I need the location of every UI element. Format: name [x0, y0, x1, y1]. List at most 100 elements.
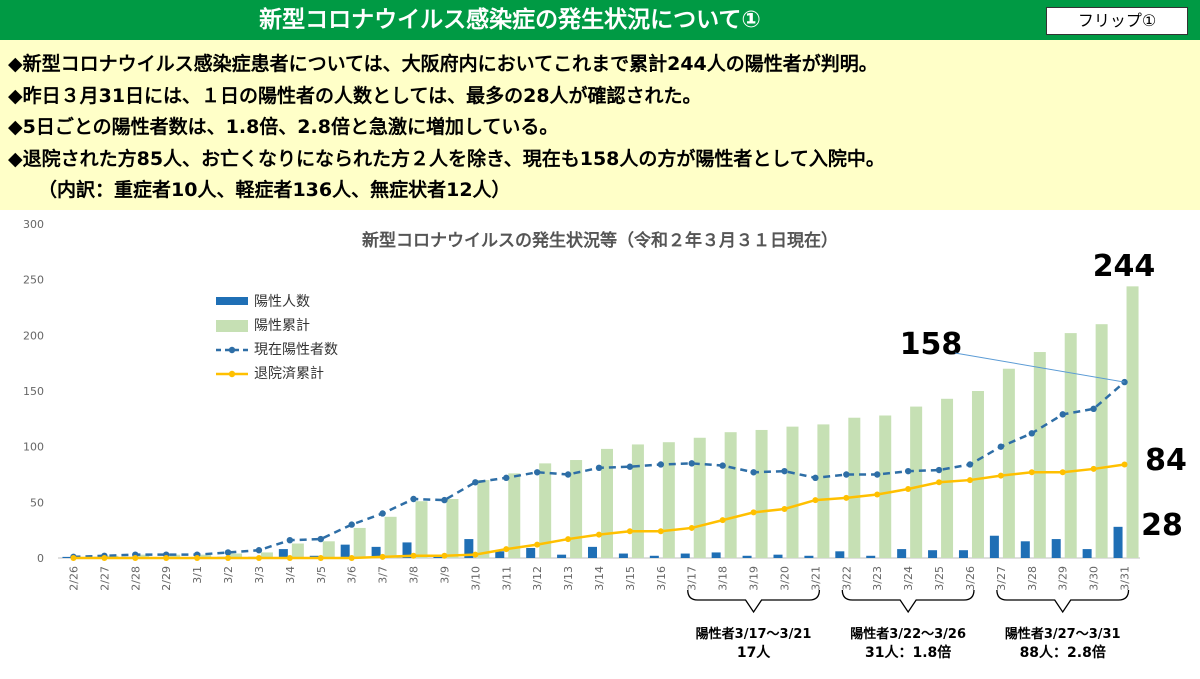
discharged-point — [626, 528, 633, 535]
discharged-point — [503, 546, 510, 553]
current-value-label: 158 — [900, 327, 963, 362]
page-title: 新型コロナウイルス感染症の発生状況について① — [259, 7, 761, 33]
cumulative-bar — [755, 429, 768, 558]
discharged-point — [225, 555, 232, 561]
current-positive-point — [626, 463, 634, 470]
x-tick-label: 3/27 — [995, 566, 1008, 591]
cumulative-bar — [848, 417, 861, 558]
chart-title: 新型コロナウイルスの発生状況等（令和２年３月３１日現在） — [362, 230, 838, 251]
daily-bar — [1020, 541, 1030, 558]
group-bracket — [687, 589, 821, 614]
daily-bar — [278, 549, 288, 558]
total-value-label: 244 — [1093, 249, 1156, 284]
daily-bar — [866, 555, 876, 558]
x-tick-label: 3/11 — [500, 566, 513, 591]
discharged-point — [657, 528, 664, 535]
cumulative-bar — [260, 552, 273, 558]
cumulative-bar — [631, 444, 644, 558]
discharged-point — [101, 555, 108, 561]
cumulative-bar — [1095, 324, 1108, 558]
cumulative-bar — [693, 437, 706, 558]
cumulative-bar — [230, 553, 243, 558]
group-value: 31人：1.8倍 — [865, 644, 951, 661]
current-positive-point — [874, 471, 881, 478]
current-value-leader — [954, 352, 1125, 383]
cumulative-bar — [353, 527, 366, 558]
cumulative-bar — [322, 541, 335, 558]
y-tick-label: 300 — [23, 218, 44, 231]
chart-annotations: 244 158 84 28 — [900, 249, 1187, 543]
cumulative-bar — [910, 406, 923, 558]
cumulative-bar — [601, 448, 613, 558]
current-positive-point — [904, 467, 912, 475]
x-tick-label: 3/22 — [840, 566, 853, 591]
current-positive-point — [595, 464, 603, 472]
current-positive-point — [781, 467, 788, 475]
cumulative-bar — [199, 554, 212, 558]
group-bracket — [996, 589, 1130, 614]
current-positive-point — [410, 495, 417, 503]
x-tick-label: 3/9 — [438, 566, 451, 584]
x-tick-label: 2/28 — [129, 566, 142, 591]
discharged-point — [472, 551, 479, 558]
legend-swatch-cumulative — [216, 320, 248, 332]
x-tick-label: 3/31 — [1119, 566, 1132, 591]
current-positive-point — [688, 460, 695, 467]
daily-bar — [618, 553, 628, 558]
x-tick-label: 3/10 — [469, 566, 482, 591]
y-tick-label: 0 — [37, 552, 44, 565]
discharged-point — [719, 517, 726, 524]
discharged-point — [874, 491, 881, 498]
x-tick-label: 3/20 — [778, 566, 791, 591]
legend-label-cumulative: 陽性累計 — [254, 318, 310, 334]
x-tick-label: 3/15 — [624, 566, 637, 591]
x-tick-label: 3/6 — [346, 566, 359, 584]
daily-bar — [557, 554, 567, 558]
cumulative-bar — [477, 480, 490, 558]
daily-bar — [928, 550, 938, 558]
daily-bar — [371, 546, 381, 558]
cumulative-bar — [1064, 333, 1077, 558]
x-tick-label: 3/3 — [253, 566, 266, 584]
cumulative-bar — [384, 516, 397, 558]
current-positive-point — [255, 547, 263, 554]
discharged-point — [163, 555, 170, 561]
discharged-point — [1028, 469, 1035, 476]
daily-bars — [62, 526, 1123, 558]
daily-bar — [62, 556, 72, 558]
group-value: 88人：2.8倍 — [1020, 644, 1106, 661]
cumulative-bar — [817, 424, 830, 558]
daily-bar — [989, 535, 999, 558]
current-positive-point — [657, 461, 665, 468]
daily-bar — [680, 553, 690, 558]
x-tick-label: 3/8 — [408, 566, 421, 584]
daily-bar — [588, 546, 597, 558]
x-tick-label: 3/19 — [748, 566, 761, 591]
group-label: 陽性者3/27〜3/31 — [1005, 626, 1121, 642]
discharged-point — [286, 555, 293, 561]
current-positive-point — [317, 535, 324, 543]
current-positive-point — [1028, 430, 1036, 437]
legend-label-current: 現在陽性者数 — [254, 342, 338, 358]
current-positive-point — [719, 462, 726, 469]
y-tick-label: 150 — [23, 385, 44, 398]
discharged-point — [1090, 465, 1097, 472]
cumulative-bar — [662, 442, 675, 558]
x-tick-label: 3/30 — [1088, 566, 1101, 591]
x-tick-label: 2/29 — [160, 566, 173, 591]
discharged-point — [750, 509, 757, 516]
daily-bar — [340, 544, 350, 558]
cumulative-bar — [291, 543, 304, 558]
discharged-value-label: 84 — [1145, 443, 1187, 478]
daily-bar — [649, 555, 659, 558]
cumulative-bar — [446, 498, 459, 558]
discharged-point — [410, 552, 417, 559]
current-positive-line — [70, 378, 1128, 561]
y-tick-label: 200 — [23, 329, 44, 342]
current-positive-point — [533, 469, 541, 476]
legend-label-discharged: 退院済累計 — [254, 366, 324, 382]
discharged-point — [70, 555, 77, 561]
daily-bar — [464, 539, 474, 558]
cumulative-bar — [971, 391, 984, 558]
